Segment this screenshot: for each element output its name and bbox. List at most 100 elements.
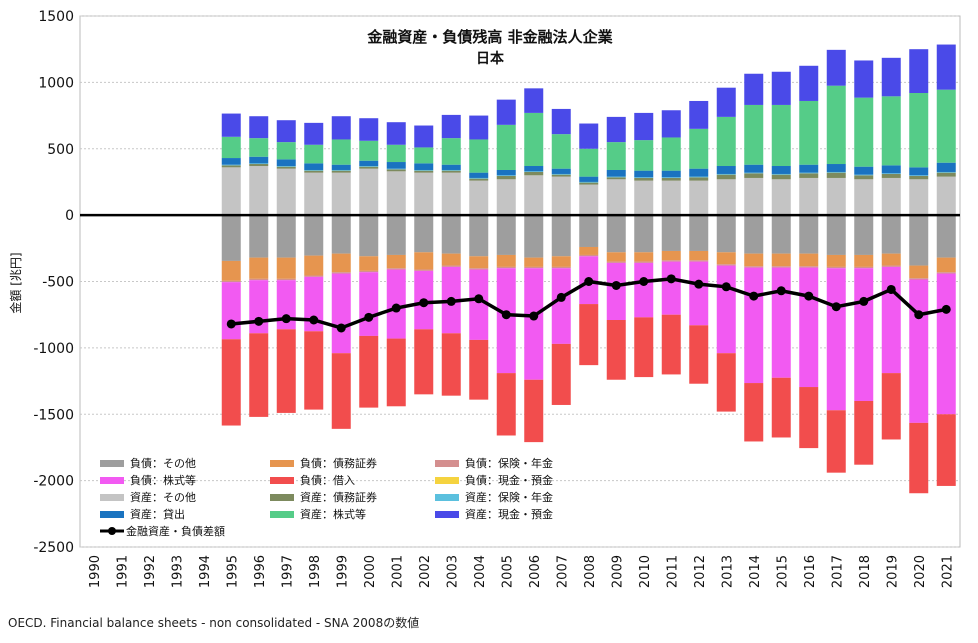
bar-segment: [826, 164, 846, 172]
x-tick-label: 2021: [940, 555, 955, 588]
bar-segment: [799, 387, 819, 449]
legend-label: 資産：現金・預金: [465, 507, 553, 521]
legend-label: 負債：保険・年金: [465, 456, 553, 470]
bar-segment: [331, 172, 351, 216]
bar-segment: [881, 173, 901, 178]
bar-segment: [606, 252, 626, 262]
y-tick-label: 1500: [38, 9, 74, 25]
bar-segment: [799, 65, 819, 101]
x-tick-label: 1995: [225, 555, 240, 588]
net-point: [831, 302, 841, 312]
bar-segment: [771, 174, 791, 180]
bar-segment: [469, 177, 489, 179]
legend-swatch: [100, 460, 124, 467]
bar-segment: [689, 100, 709, 129]
bar-segment: [799, 100, 819, 165]
bar-segment: [469, 178, 489, 181]
bar-segment: [386, 168, 406, 170]
bar-segment: [249, 138, 269, 157]
bar-segment: [661, 180, 681, 216]
bar-segment: [634, 177, 654, 181]
bar-segment: [304, 172, 324, 216]
bar-segment: [771, 253, 791, 267]
bar-segment: [276, 329, 296, 413]
bar-segment: [331, 164, 351, 170]
bar-segment: [579, 246, 599, 255]
net-point: [914, 310, 924, 320]
bar-segment: [331, 139, 351, 165]
x-tick-label: 2000: [363, 555, 378, 588]
bar-segment: [716, 173, 736, 175]
bar-segment: [771, 179, 791, 216]
bar-segment: [771, 166, 791, 174]
bar-segment: [386, 254, 406, 269]
bar-segment: [579, 148, 599, 177]
legend-label: 金融資産・負債差額: [126, 524, 225, 538]
bar-segment: [881, 373, 901, 440]
bar-segment: [441, 265, 461, 267]
bar-segment: [359, 272, 379, 336]
bar-segment: [579, 123, 599, 149]
bar-segment: [936, 89, 956, 163]
bar-segment: [276, 166, 296, 167]
net-point: [804, 291, 814, 301]
bar-segment: [496, 99, 516, 125]
bar-segment: [799, 173, 819, 178]
bar-segment: [881, 57, 901, 97]
bar-segment: [249, 257, 269, 279]
net-point: [419, 298, 429, 308]
bar-segment: [606, 142, 626, 170]
net-point: [254, 316, 264, 326]
bar-segment: [359, 166, 379, 167]
bar-segment: [909, 167, 929, 176]
bar-segment: [606, 169, 626, 177]
bar-segment: [496, 124, 516, 170]
bar-segment: [799, 266, 819, 268]
legend-swatch: [100, 511, 124, 518]
bar-segment: [221, 113, 241, 137]
bar-segment: [854, 60, 874, 98]
y-tick-label: -1000: [33, 341, 74, 357]
bar-segment: [854, 254, 874, 267]
net-point: [859, 296, 869, 306]
bar-segment: [826, 266, 846, 269]
bar-segment: [826, 85, 846, 165]
bar-segment: [414, 170, 434, 173]
bar-segment: [771, 215, 791, 254]
x-tick-label: 2012: [693, 555, 708, 588]
bar-segment: [276, 159, 296, 167]
bar-segment: [579, 176, 599, 182]
bar-segment: [304, 276, 324, 332]
y-tick-label: -500: [42, 275, 74, 291]
bar-segment: [744, 266, 764, 268]
bar-segment: [854, 215, 874, 255]
bar-segment: [909, 49, 929, 93]
bar-segment: [249, 156, 269, 164]
bar-segment: [799, 164, 819, 173]
legend-swatch: [270, 494, 294, 501]
bar-segment: [606, 177, 626, 180]
bar-segment: [689, 261, 709, 326]
bar-segment: [881, 266, 901, 374]
bar-segment: [551, 215, 571, 257]
bar-segment: [249, 116, 269, 139]
bar-segment: [606, 215, 626, 253]
bar-segment: [249, 164, 269, 167]
bar-segment: [744, 172, 764, 174]
bar-segment: [249, 166, 269, 216]
y-tick-label: 500: [47, 142, 74, 158]
bar-segment: [854, 97, 874, 167]
bar-segment: [496, 179, 516, 216]
bar-segment: [221, 282, 241, 340]
bar-segment: [909, 278, 929, 280]
y-tick-label: 1000: [38, 75, 74, 91]
bar-segment: [221, 165, 241, 168]
legend-swatch: [435, 460, 459, 467]
bar-segment: [716, 215, 736, 253]
bar-segment: [634, 112, 654, 141]
bar-segment: [689, 128, 709, 169]
bar-segment: [854, 266, 874, 269]
bar-segment: [524, 171, 544, 176]
bar-segment: [661, 260, 681, 262]
bar-segment: [744, 73, 764, 105]
